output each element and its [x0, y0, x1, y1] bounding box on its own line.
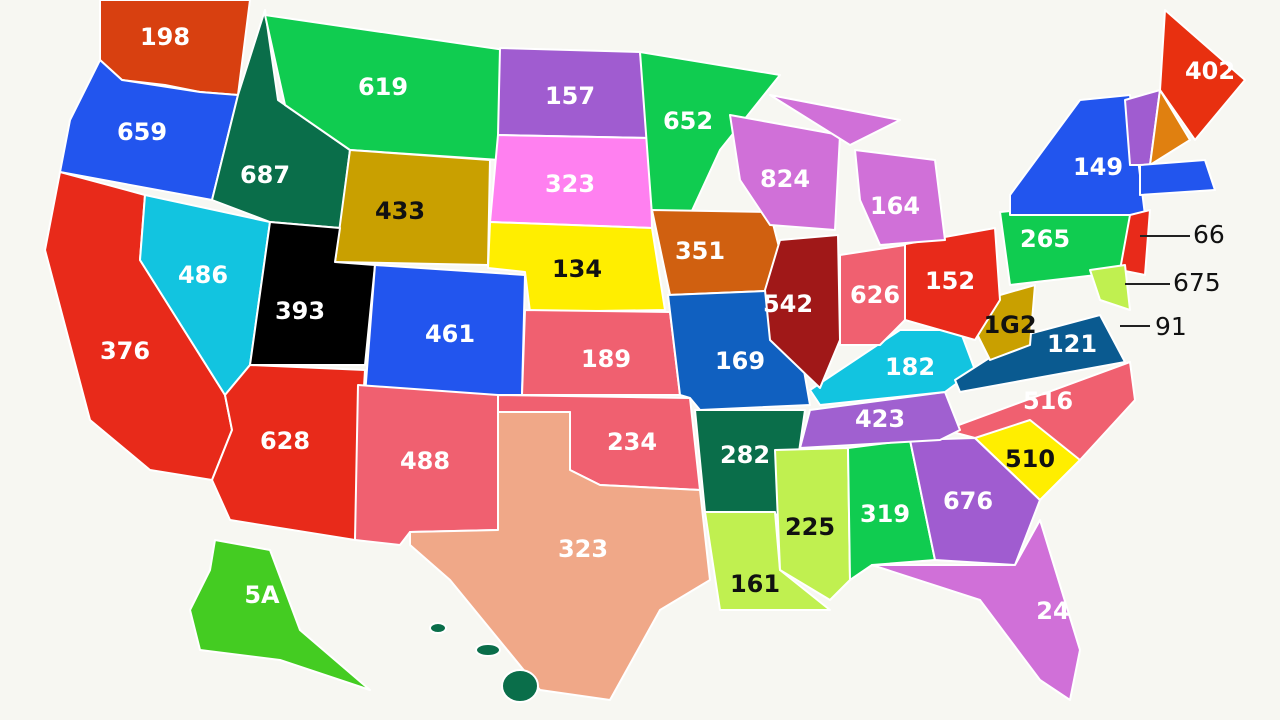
- state-label: 628: [260, 427, 310, 455]
- state-ma: [1139, 159, 1216, 196]
- state-nj: [1119, 209, 1151, 276]
- state-label: 198: [140, 23, 190, 51]
- state-label: 676: [943, 487, 993, 515]
- state-label: 461: [425, 320, 475, 348]
- state-sc: [974, 419, 1081, 501]
- state-label: 189: [581, 345, 631, 373]
- state-label: 824: [760, 165, 810, 193]
- state-nh: [1149, 89, 1191, 166]
- state-label: 659: [117, 118, 167, 146]
- state-label: 510: [1005, 445, 1055, 473]
- state-label: 516: [1023, 387, 1073, 415]
- state-label: 687: [240, 161, 290, 189]
- state-me: [1159, 9, 1246, 141]
- state-la: [704, 511, 831, 611]
- state-fl: [871, 519, 1081, 701]
- state-label: 152: [925, 267, 975, 295]
- state-label: 265: [1020, 225, 1070, 253]
- state-ak: [189, 539, 371, 691]
- state-label: 351: [675, 237, 725, 265]
- state-label: 376: [100, 337, 150, 365]
- state-label: 619: [358, 73, 408, 101]
- state-mi-up: [769, 94, 901, 146]
- state-labels: 198 659 376 687 486 619 433 393 461 628 …: [100, 23, 1235, 625]
- state-label: 488: [400, 447, 450, 475]
- state-label: 225: [785, 513, 835, 541]
- state-mn: [639, 51, 781, 216]
- state-mi: [854, 149, 946, 246]
- state-label: 393: [275, 297, 325, 325]
- state-label: 652: [663, 107, 713, 135]
- state-label: 319: [860, 500, 910, 528]
- state-label: 486: [178, 261, 228, 289]
- state-label: 5A: [244, 581, 280, 609]
- state-label: 402: [1185, 57, 1235, 85]
- callout-label: 66: [1193, 220, 1225, 249]
- state-label: 323: [558, 535, 608, 563]
- state-label: 164: [870, 192, 920, 220]
- state-label: 169: [715, 347, 765, 375]
- state-tx: [409, 411, 711, 701]
- callout-label: 91: [1155, 312, 1187, 341]
- state-label: 157: [545, 82, 595, 110]
- state-label: 234: [607, 428, 657, 456]
- state-label: 1G2: [983, 311, 1036, 339]
- state-label: 626: [850, 281, 900, 309]
- state-label: 323: [545, 170, 595, 198]
- state-il: [764, 234, 841, 389]
- state-label: 161: [730, 570, 780, 598]
- callout-label: 675: [1173, 268, 1221, 297]
- state-label: 182: [885, 353, 935, 381]
- state-hi: [429, 622, 447, 634]
- callout-leaders: [1120, 235, 1190, 327]
- state-label: 282: [720, 441, 770, 469]
- state-md: [1089, 264, 1131, 311]
- state-label: 149: [1073, 153, 1123, 181]
- state-hi: [501, 669, 539, 703]
- state-wi: [729, 114, 841, 231]
- state-label: 542: [763, 290, 813, 318]
- state-ms: [774, 447, 851, 601]
- state-label: 134: [552, 255, 602, 283]
- state-shapes: [44, 0, 1246, 703]
- state-label: 433: [375, 197, 425, 225]
- state-label: 121: [1047, 330, 1097, 358]
- state-label: 423: [855, 405, 905, 433]
- state-hi: [475, 643, 501, 657]
- state-label: 24: [1036, 597, 1069, 625]
